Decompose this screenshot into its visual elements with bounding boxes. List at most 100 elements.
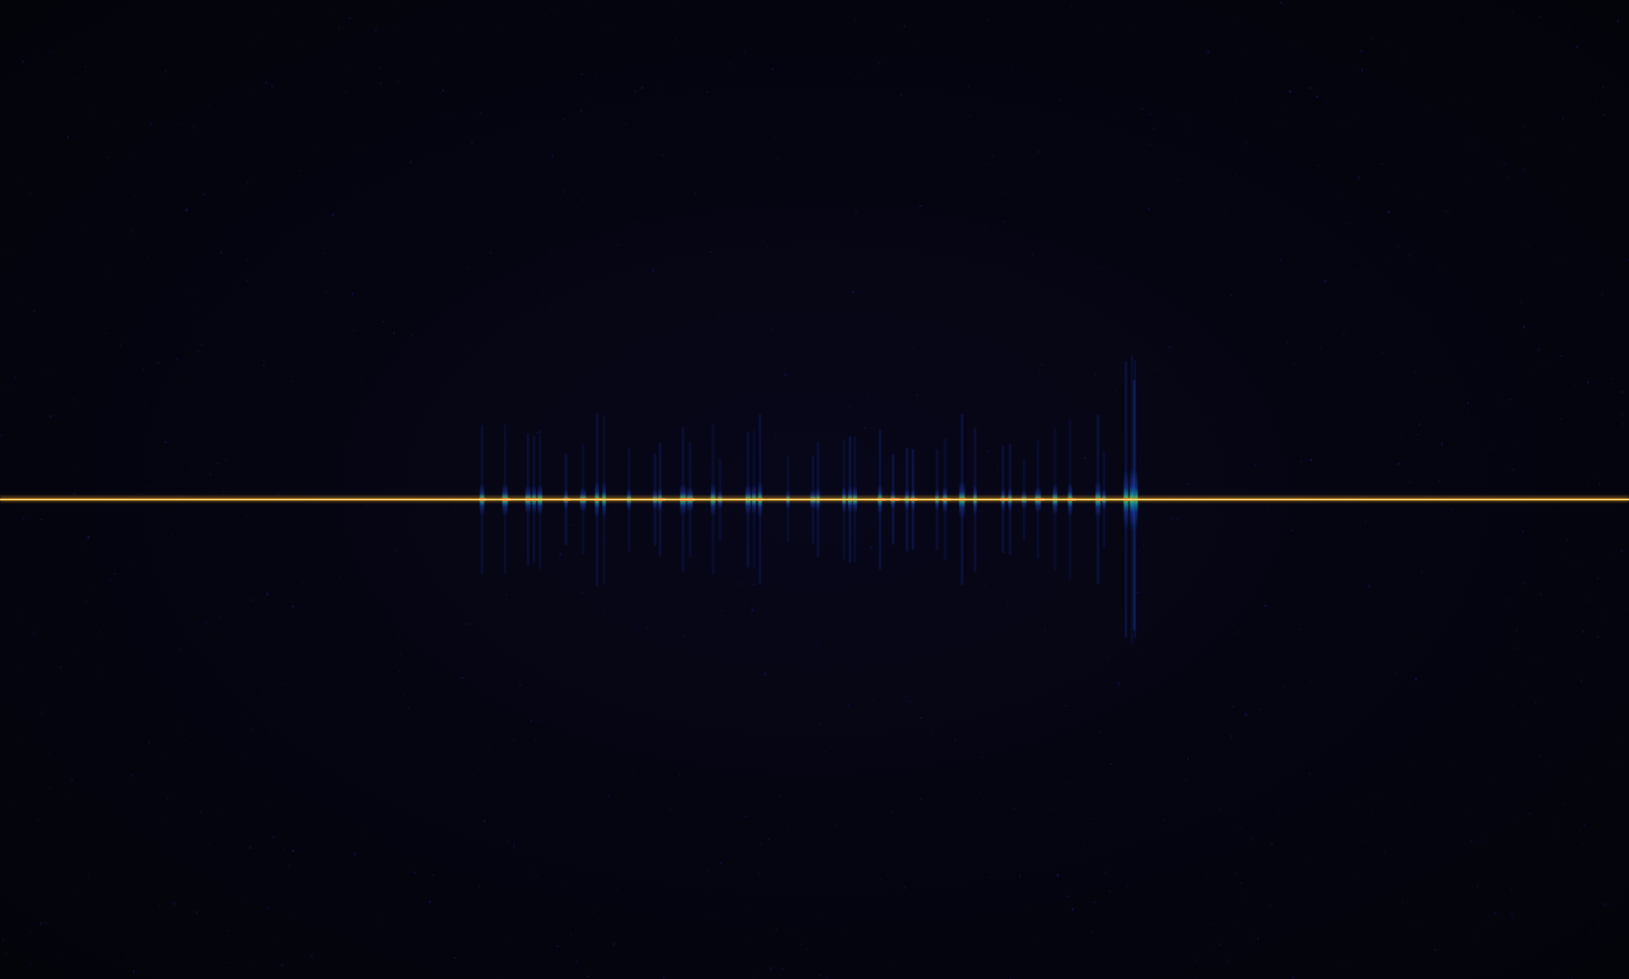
noise-speck bbox=[864, 427, 867, 429]
noise-speck bbox=[1374, 436, 1377, 438]
noise-speck bbox=[1159, 598, 1162, 600]
noise-speck bbox=[432, 873, 434, 877]
noise-speck bbox=[394, 548, 397, 552]
noise-speck bbox=[1386, 598, 1389, 601]
noise-speck bbox=[719, 861, 722, 864]
noise-speck bbox=[1627, 608, 1629, 611]
noise-speck bbox=[1527, 245, 1530, 248]
noise-speck bbox=[686, 759, 689, 762]
noise-speck bbox=[1026, 906, 1029, 908]
noise-speck bbox=[771, 68, 774, 71]
noise-speck bbox=[634, 89, 637, 93]
noise-speck bbox=[589, 98, 591, 101]
noise-speck bbox=[758, 873, 760, 875]
noise-speck bbox=[1185, 476, 1188, 479]
noise-speck bbox=[441, 89, 444, 92]
noise-speck bbox=[558, 807, 561, 811]
noise-speck bbox=[1620, 549, 1623, 552]
noise-speck bbox=[131, 773, 134, 777]
noise-speck bbox=[1042, 657, 1044, 659]
noise-speck bbox=[272, 836, 275, 838]
noise-speck bbox=[703, 886, 706, 889]
noise-speck bbox=[1241, 895, 1243, 898]
noise-speck bbox=[109, 579, 112, 581]
noise-speck bbox=[513, 845, 515, 848]
noise-speck bbox=[1250, 838, 1252, 842]
noise-speck bbox=[65, 794, 68, 796]
noise-speck bbox=[14, 376, 16, 380]
noise-speck bbox=[1110, 819, 1113, 823]
noise-speck bbox=[1430, 941, 1433, 943]
noise-speck bbox=[552, 156, 553, 159]
noise-speck bbox=[1415, 923, 1417, 925]
noise-speck bbox=[396, 638, 399, 640]
noise-speck bbox=[1210, 802, 1213, 805]
noise-speck bbox=[535, 535, 538, 537]
noise-speck bbox=[648, 825, 650, 827]
noise-speck bbox=[479, 112, 483, 114]
noise-speck bbox=[1576, 97, 1579, 99]
noise-speck bbox=[1144, 531, 1146, 535]
noise-speck bbox=[891, 810, 894, 814]
noise-speck bbox=[1234, 925, 1236, 928]
noise-speck bbox=[575, 360, 578, 363]
noise-speck bbox=[1560, 354, 1563, 357]
noise-speck bbox=[1593, 20, 1596, 22]
noise-speck bbox=[487, 748, 490, 752]
noise-speck bbox=[625, 122, 627, 125]
noise-speck bbox=[1522, 530, 1524, 533]
noise-speck bbox=[661, 154, 664, 157]
noise-speck bbox=[613, 766, 615, 770]
noise-speck bbox=[1177, 178, 1180, 181]
noise-speck bbox=[1353, 875, 1355, 879]
noise-speck bbox=[250, 598, 252, 602]
noise-speck bbox=[652, 247, 655, 249]
noise-speck bbox=[1324, 279, 1327, 283]
noise-speck bbox=[815, 760, 817, 763]
carrier-line bbox=[0, 496, 1629, 502]
noise-speck bbox=[1075, 513, 1078, 516]
noise-speck bbox=[900, 93, 902, 97]
noise-speck bbox=[1338, 195, 1341, 198]
noise-speck bbox=[393, 28, 396, 31]
noise-speck bbox=[469, 401, 472, 403]
noise-speck bbox=[1622, 422, 1624, 426]
noise-speck bbox=[581, 591, 584, 594]
noise-speck bbox=[95, 671, 98, 673]
noise-speck bbox=[909, 777, 913, 779]
carrier-highlight bbox=[0, 499, 1629, 500]
noise-speck bbox=[264, 390, 267, 392]
noise-speck bbox=[271, 940, 274, 943]
noise-speck bbox=[389, 229, 392, 232]
noise-speck bbox=[1254, 463, 1257, 466]
noise-speck bbox=[775, 928, 778, 931]
noise-speck bbox=[1056, 874, 1059, 877]
noise-speck bbox=[1562, 116, 1565, 118]
noise-speck bbox=[1052, 402, 1055, 406]
noise-speck bbox=[230, 468, 233, 470]
noise-speck bbox=[339, 277, 343, 280]
noise-speck bbox=[870, 546, 873, 549]
noise-speck bbox=[1401, 901, 1404, 904]
noise-speck bbox=[580, 72, 584, 76]
noise-speck bbox=[972, 210, 974, 213]
noise-speck bbox=[534, 739, 536, 743]
noise-speck bbox=[919, 716, 922, 720]
noise-speck bbox=[1416, 433, 1419, 436]
noise-speck bbox=[903, 25, 906, 28]
noise-speck bbox=[396, 312, 398, 316]
noise-speck bbox=[1563, 801, 1566, 805]
noise-speck bbox=[1345, 959, 1348, 961]
noise-speck bbox=[952, 297, 955, 299]
noise-speck bbox=[983, 225, 986, 227]
noise-speck bbox=[582, 198, 585, 202]
noise-speck bbox=[1596, 922, 1599, 924]
noise-speck bbox=[1070, 4, 1072, 7]
noise-speck bbox=[1317, 164, 1319, 167]
noise-speck bbox=[1232, 705, 1235, 708]
noise-speck bbox=[989, 632, 991, 635]
noise-speck bbox=[878, 877, 882, 879]
noise-speck bbox=[205, 621, 208, 624]
noise-speck bbox=[870, 373, 872, 376]
noise-speck bbox=[1400, 50, 1403, 54]
